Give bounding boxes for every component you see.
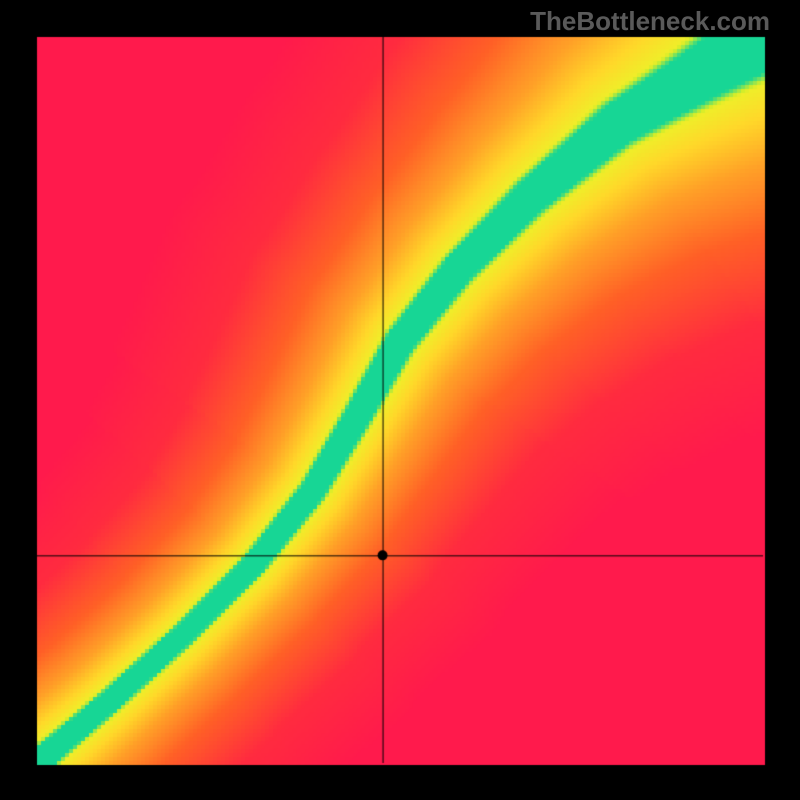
- bottleneck-heatmap: [0, 0, 800, 800]
- chart-container: TheBottleneck.com: [0, 0, 800, 800]
- watermark-text: TheBottleneck.com: [530, 6, 770, 37]
